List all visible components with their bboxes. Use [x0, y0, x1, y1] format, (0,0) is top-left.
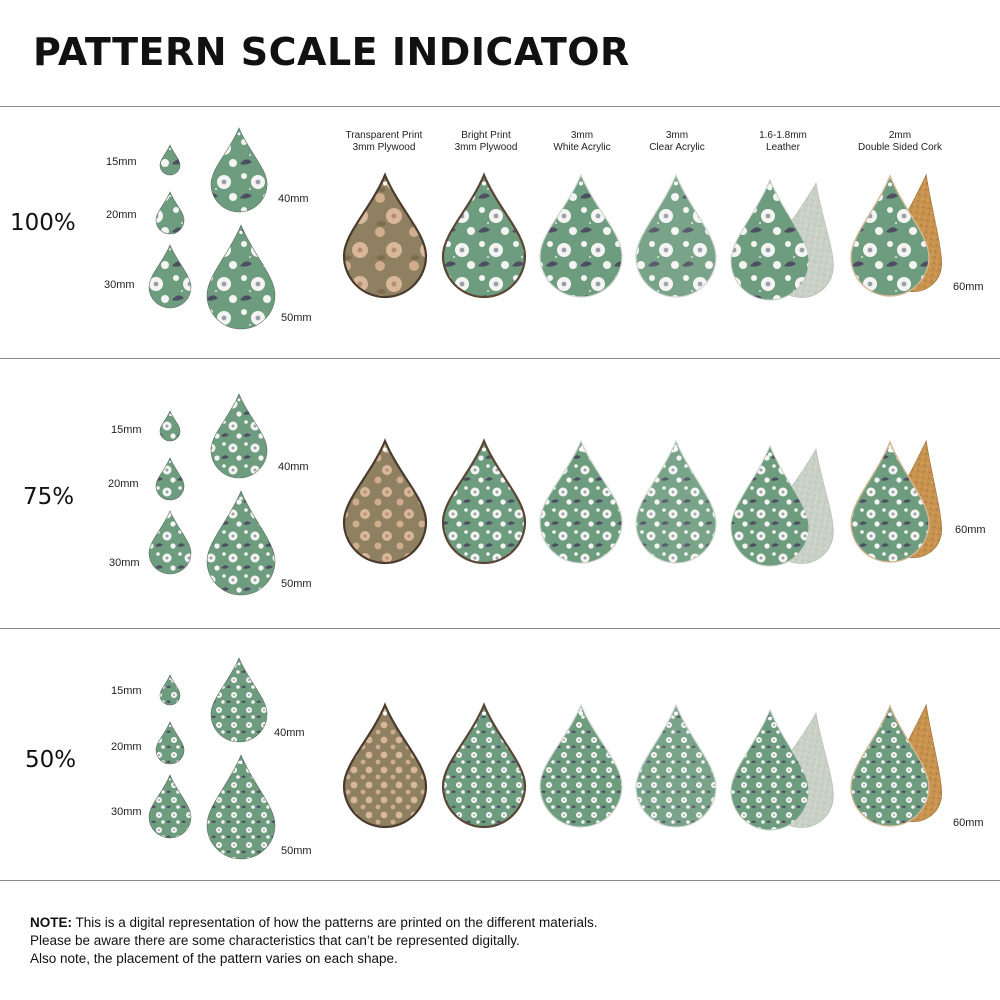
swatch-leather-front [730, 708, 810, 831]
swatch-transparent-plywood [342, 702, 428, 829]
swatch-white-acrylic [539, 703, 623, 828]
swatch-20mm [155, 457, 185, 501]
divider-top [0, 106, 1000, 107]
material-header-bright-plywood: Bright Print 3mm Plywood [454, 130, 518, 153]
size-label-60mm: 60mm [953, 817, 984, 829]
swatch-leather-back [769, 181, 834, 298]
size-label-20mm: 20mm [106, 209, 137, 221]
material-header-clear-acrylic: 3mm Clear Acrylic [649, 130, 705, 153]
swatch-leather-front [730, 178, 810, 301]
swatch-white-acrylic [539, 173, 623, 298]
size-label-40mm: 40mm [278, 461, 309, 473]
note-label: NOTE: [30, 915, 72, 930]
size-label-50mm: 50mm [281, 312, 312, 324]
swatch-cork-front [850, 174, 930, 297]
swatch-30mm [148, 774, 192, 839]
swatch-40mm [210, 657, 268, 743]
swatch-cork-back [885, 439, 942, 558]
swatch-transparent-plywood [342, 172, 428, 299]
swatch-50mm [206, 490, 276, 596]
swatch-40mm [210, 393, 268, 479]
note-line-2: Please be aware there are some character… [30, 933, 520, 948]
size-label-30mm: 30mm [109, 557, 140, 569]
swatch-bright-plywood [441, 172, 527, 299]
swatch-leather-front [730, 444, 810, 567]
swatch-cork-front [850, 704, 930, 827]
swatch-15mm [159, 144, 181, 176]
scale-label-75: 75% [23, 484, 75, 510]
divider-2 [0, 628, 1000, 629]
size-label-15mm: 15mm [106, 156, 137, 168]
scale-label-100: 100% [10, 210, 76, 236]
swatch-cork-back [885, 173, 942, 292]
swatch-bright-plywood [441, 438, 527, 565]
note-text: NOTE: This is a digital representation o… [30, 914, 598, 968]
page-title: PATTERN SCALE INDICATOR [33, 30, 630, 74]
swatch-20mm [155, 191, 185, 235]
swatch-clear-acrylic [635, 439, 717, 564]
size-label-15mm: 15mm [111, 424, 142, 436]
divider-1 [0, 358, 1000, 359]
size-label-40mm: 40mm [278, 193, 309, 205]
size-label-30mm: 30mm [104, 279, 135, 291]
swatch-15mm [159, 674, 181, 706]
material-header-transparent-plywood: Transparent Print 3mm Plywood [345, 130, 423, 153]
swatch-clear-acrylic [635, 173, 717, 298]
note-line-1: This is a digital representation of how … [72, 915, 598, 930]
swatch-30mm [148, 244, 192, 309]
material-header-white-acrylic: 3mm White Acrylic [553, 130, 611, 153]
size-label-50mm: 50mm [281, 845, 312, 857]
material-header-leather: 1.6-1.8mm Leather [759, 130, 807, 153]
swatch-40mm [210, 127, 268, 213]
size-label-30mm: 30mm [111, 806, 142, 818]
size-label-40mm: 40mm [274, 727, 305, 739]
swatch-15mm [159, 410, 181, 442]
divider-bottom [0, 880, 1000, 881]
material-header-cork: 2mm Double Sided Cork [858, 130, 942, 153]
swatch-50mm [206, 224, 276, 330]
scale-label-50: 50% [25, 747, 77, 773]
swatch-clear-acrylic [635, 703, 717, 828]
swatch-transparent-plywood [342, 438, 428, 565]
size-label-20mm: 20mm [108, 478, 139, 490]
size-label-50mm: 50mm [281, 578, 312, 590]
swatch-cork-back [885, 703, 942, 822]
size-label-60mm: 60mm [953, 281, 984, 293]
size-label-20mm: 20mm [111, 741, 142, 753]
swatch-leather-back [769, 711, 834, 828]
swatch-30mm [148, 510, 192, 575]
swatch-50mm [206, 754, 276, 860]
size-label-15mm: 15mm [111, 685, 142, 697]
swatch-20mm [155, 721, 185, 765]
swatch-cork-front [850, 440, 930, 563]
swatch-white-acrylic [539, 439, 623, 564]
swatch-bright-plywood [441, 702, 527, 829]
size-label-60mm: 60mm [955, 524, 986, 536]
note-line-3: Also note, the placement of the pattern … [30, 951, 398, 966]
swatch-leather-back [769, 447, 834, 564]
